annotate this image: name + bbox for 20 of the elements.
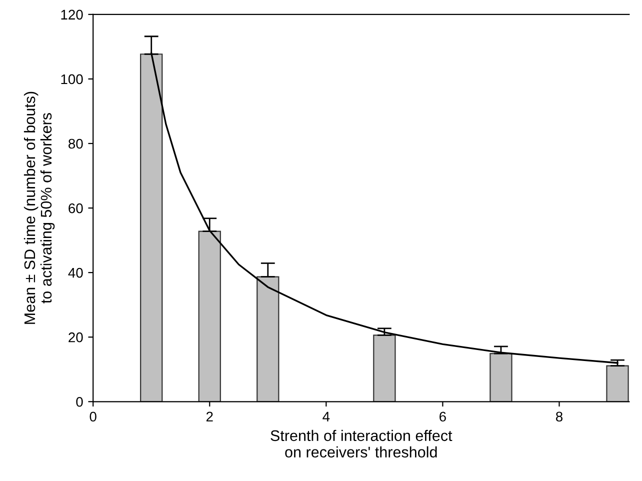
- x-tick-label: 6: [440, 412, 446, 422]
- bar: [606, 365, 629, 402]
- x-tick-label: 2: [206, 412, 213, 422]
- bar: [198, 230, 221, 402]
- y-tick-label: 0: [76, 396, 83, 407]
- x-tick-label: 4: [322, 412, 330, 422]
- y-tick-label: 20: [68, 332, 83, 342]
- y-tick-label: 60: [68, 203, 83, 214]
- bar: [256, 276, 280, 402]
- x-axis-title: Strenth of interaction effect on receivers' threshold: [270, 430, 452, 458]
- y-axis-title: Mean ± SD time (number of bouts) to activating 50% of workers: [24, 92, 55, 324]
- bar: [140, 54, 163, 402]
- bar: [373, 334, 396, 402]
- y-tick-label: 120: [61, 10, 83, 20]
- x-tick-label: 0: [90, 412, 96, 422]
- x-tick-label: 8: [556, 412, 562, 422]
- y-tick-label: 40: [68, 268, 83, 278]
- y-tick-label: 100: [61, 74, 83, 84]
- bar: [490, 353, 512, 402]
- y-tick-label: 80: [68, 138, 83, 149]
